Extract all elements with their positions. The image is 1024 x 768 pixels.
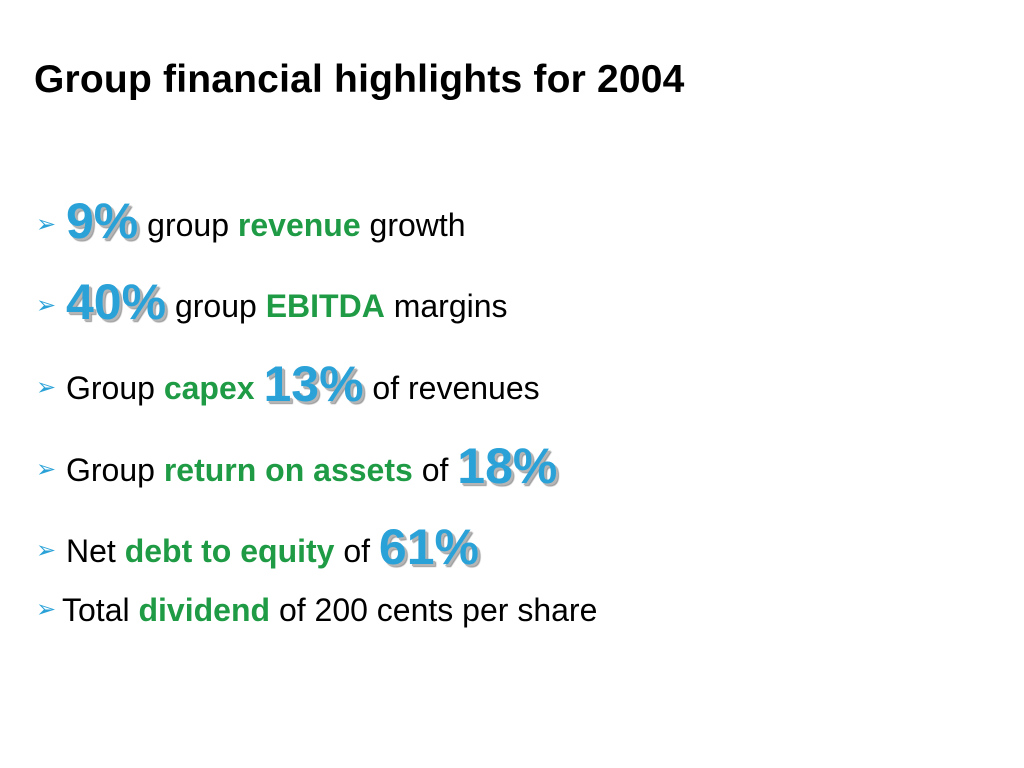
slide-title: Group financial highlights for 2004	[34, 58, 685, 101]
bullet-return-on-assets: ➢ Group return on assets of 18%	[36, 441, 557, 491]
bullet-debt-to-equity: ➢ Net debt to equity of 61%	[36, 522, 479, 572]
bullet-text: Group	[66, 370, 164, 406]
bullet-dividend: ➢ Total dividend of 200 cents per share	[36, 594, 597, 626]
bullet-text: of revenues	[363, 370, 540, 406]
bullet-highlight: dividend	[138, 592, 271, 628]
bullet-text: of	[412, 452, 458, 488]
revenue-growth-value: 9%	[66, 193, 139, 249]
bullet-text: of 200 cents per share	[270, 592, 598, 628]
arrow-bullet-icon: ➢	[36, 537, 57, 564]
bullet-highlight: capex	[163, 370, 255, 406]
arrow-bullet-icon: ➢	[36, 456, 57, 483]
bullet-text: growth	[360, 207, 466, 243]
arrow-bullet-icon: ➢	[36, 292, 57, 319]
debt-to-equity-value: 61%	[378, 519, 479, 575]
arrow-bullet-icon: ➢	[36, 211, 57, 238]
bullet-text: group	[166, 288, 266, 324]
bullet-highlight: debt to equity	[124, 533, 335, 569]
bullet-text: margins	[384, 288, 508, 324]
bullet-text: Total	[62, 592, 139, 628]
bullet-text: of	[334, 533, 379, 569]
arrow-bullet-icon: ➢	[36, 374, 57, 401]
capex-value: 13%	[263, 356, 364, 412]
bullet-highlight: revenue	[237, 207, 361, 243]
return-on-assets-value: 18%	[457, 438, 558, 494]
bullet-text: group	[138, 207, 238, 243]
arrow-bullet-icon: ➢	[36, 596, 57, 623]
bullet-text: Group	[66, 452, 164, 488]
bullet-highlight: return on assets	[163, 452, 413, 488]
bullet-ebitda-margins: ➢ 40% group EBITDA margins	[36, 277, 508, 327]
ebitda-margin-value: 40%	[66, 274, 167, 330]
bullet-capex: ➢ Group capex 13% of revenues	[36, 359, 540, 409]
bullet-revenue-growth: ➢ 9% group revenue growth	[36, 196, 466, 246]
bullet-text: Net	[66, 533, 125, 569]
bullet-highlight: EBITDA	[265, 288, 385, 324]
